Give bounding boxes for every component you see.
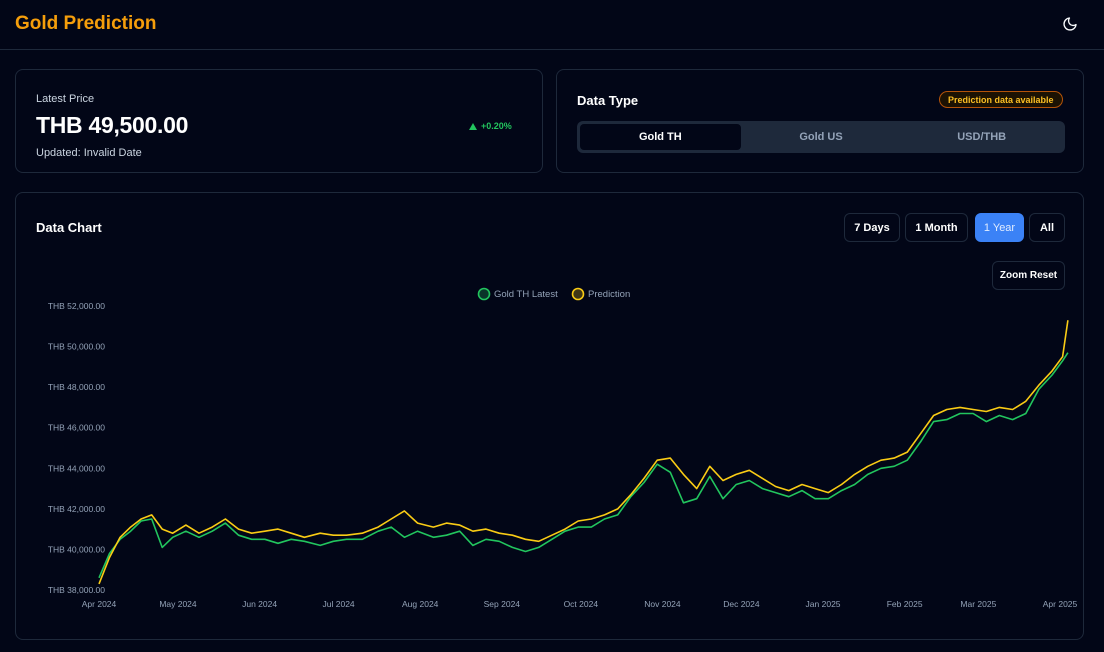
x-tick-label: Feb 2025 <box>887 599 923 609</box>
data-type-title: Data Type <box>577 93 639 108</box>
range-1-month-button[interactable]: 1 Month <box>905 213 968 242</box>
y-tick-label: THB 44,000.00 <box>48 463 105 473</box>
y-tick-label: THB 48,000.00 <box>48 382 105 392</box>
data-type-gold-us[interactable]: Gold US <box>799 131 843 143</box>
y-tick-label: THB 46,000.00 <box>48 423 105 433</box>
price-change-badge: +0.20% <box>469 118 512 134</box>
legend-label: Gold TH Latest <box>494 289 558 300</box>
prediction-available-badge: Prediction data available <box>939 91 1063 108</box>
data-type-gold-th[interactable]: Gold TH <box>580 124 741 150</box>
x-tick-label: Aug 2024 <box>402 599 439 609</box>
moon-icon[interactable] <box>1058 12 1082 36</box>
x-tick-label: Jan 2025 <box>806 599 841 609</box>
latest-price-card: Latest Price THB 49,500.00 Updated: Inva… <box>15 69 543 173</box>
top-bar: Gold Prediction <box>0 0 1104 50</box>
x-tick-label: Apr 2024 <box>82 599 117 609</box>
x-tick-label: Apr 2025 <box>1043 599 1078 609</box>
chart-title: Data Chart <box>36 220 102 235</box>
range-all-button[interactable]: All <box>1029 213 1065 242</box>
x-tick-label: Oct 2024 <box>564 599 599 609</box>
x-tick-label: Jul 2024 <box>323 599 355 609</box>
data-chart-card: Data Chart 7 Days 1 Month 1 Year All Zoo… <box>15 192 1084 640</box>
latest-price-value: THB 49,500.00 <box>36 112 189 138</box>
legend-swatch <box>571 287 585 301</box>
range-1-year-button[interactable]: 1 Year <box>975 213 1024 242</box>
x-tick-label: Dec 2024 <box>723 599 760 609</box>
app-title: Gold Prediction <box>15 13 157 34</box>
arrow-up-icon <box>469 122 477 130</box>
x-tick-label: Sep 2024 <box>484 599 521 609</box>
legend-swatch <box>477 287 491 301</box>
price-line-chart[interactable]: THB 38,000.00 THB 40,000.00 THB 42,000.00 T… <box>16 193 1083 639</box>
x-tick-label: May 2024 <box>159 599 197 609</box>
price-updated-text: Updated: Invalid Date <box>36 147 142 159</box>
x-tick-label: Jun 2024 <box>242 599 277 609</box>
price-change-value: +0.20% <box>481 121 512 131</box>
y-tick-label: THB 38,000.00 <box>48 585 105 595</box>
legend-label: Prediction <box>588 289 630 300</box>
y-tick-label: THB 52,000.00 <box>48 301 105 311</box>
data-type-usd-thb[interactable]: USD/THB <box>957 131 1007 143</box>
x-tick-label: Nov 2024 <box>644 599 681 609</box>
y-tick-label: THB 50,000.00 <box>48 342 105 352</box>
y-tick-label: THB 40,000.00 <box>48 544 105 554</box>
latest-price-label: Latest Price <box>36 93 95 105</box>
series-line-gold-th-latest <box>98 352 1069 579</box>
data-type-selector: Gold TH Gold US USD/THB <box>577 121 1065 153</box>
range-7-days-button[interactable]: 7 Days <box>844 213 900 242</box>
y-tick-label: THB 42,000.00 <box>48 504 105 514</box>
data-type-card: Data Type Prediction data available Gold… <box>556 69 1084 173</box>
x-tick-label: Mar 2025 <box>960 599 996 609</box>
series-line-prediction <box>98 320 1069 585</box>
zoom-reset-button[interactable]: Zoom Reset <box>992 261 1065 290</box>
